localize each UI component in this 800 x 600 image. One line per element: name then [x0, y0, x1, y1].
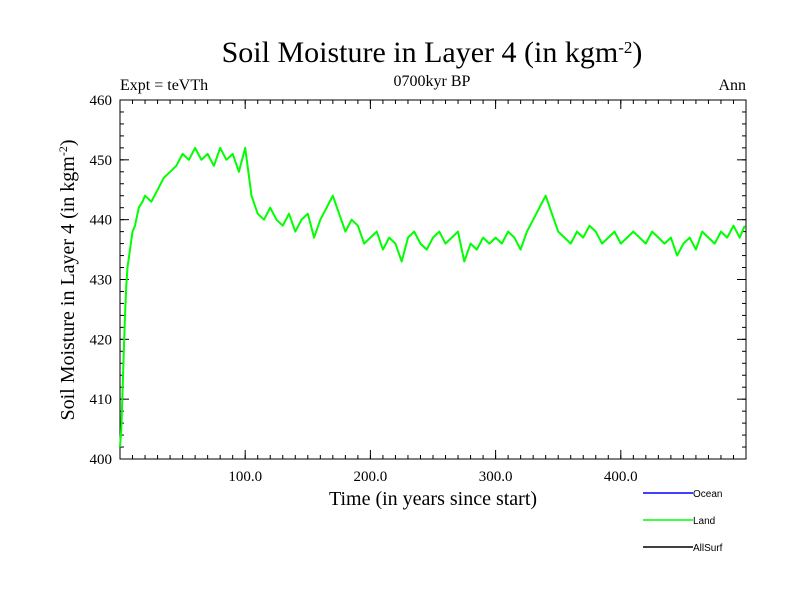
legend-label-allsurf: AllSurf: [693, 543, 723, 554]
plot-frame: [119, 99, 747, 460]
legend-label-ocean: Ocean: [693, 489, 722, 500]
y-tick-label: 400: [90, 452, 113, 468]
y-axis-label: Soil Moisture in Layer 4 (in kgm-2): [56, 139, 79, 420]
chart-title: Soil Moisture in Layer 4 (in kgm-2): [222, 36, 643, 69]
y-tick-label: 460: [90, 93, 113, 109]
legend-label-land: Land: [693, 516, 715, 527]
y-tick-label: 410: [90, 392, 113, 408]
y-tick-label: 420: [90, 332, 113, 348]
subtitle-season: Ann: [718, 77, 746, 94]
y-tick-label: 450: [90, 153, 113, 169]
subtitle-experiment: Expt = teVTh: [120, 77, 208, 94]
data-layer: [119, 146, 746, 448]
x-axis-label: Time (in years since start): [329, 488, 537, 510]
y-tick-label: 430: [90, 273, 113, 289]
x-tick-label: 100.0: [228, 469, 262, 485]
y-tick-label: 440: [90, 213, 113, 229]
x-tick-label: 400.0: [604, 469, 638, 485]
x-tick-label: 200.0: [354, 469, 388, 485]
x-tick-label: 300.0: [479, 469, 513, 485]
axes: 100.0 200.0 300.0 400.0 400 410 420 430 440 450 46…: [90, 93, 746, 485]
legend: Ocean Land AllSurf: [643, 489, 723, 554]
subtitle-period: 0700kyr BP: [394, 73, 471, 90]
series-line-land: [119, 146, 746, 448]
